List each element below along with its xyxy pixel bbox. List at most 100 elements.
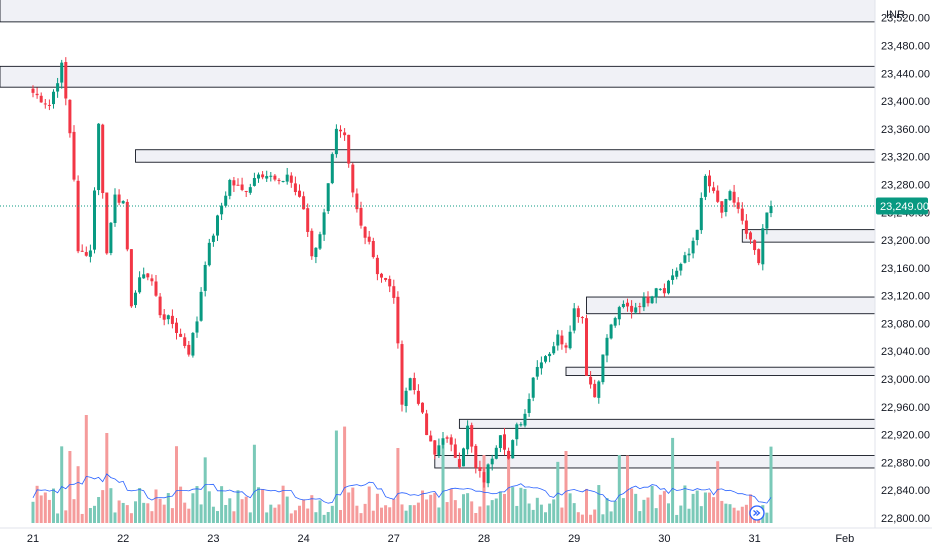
volume-bar [318,500,322,523]
price-tick-label: 23,400.00 [881,96,930,108]
volume-bar [76,466,80,523]
volume-bar [498,491,502,523]
price-tick-label: 23,120.00 [881,291,930,303]
candle-body [691,240,695,254]
candle-body [56,83,60,92]
volume-bar [503,493,506,523]
candle-body [749,232,752,240]
volume-bar [240,499,244,523]
volume-bar [47,499,51,523]
currency-label: INR [886,9,905,21]
candle-body [523,413,527,426]
volume-bar [60,446,64,523]
volume-bar [265,512,269,523]
zone-box [135,149,876,163]
candle-body [597,381,601,398]
volume-bar [416,502,420,523]
volume-bar [277,504,281,523]
candle-body [240,184,244,190]
volume-bar [523,488,527,523]
volume-bar [667,503,670,523]
volume-bar [88,508,92,523]
candle-body [306,208,310,232]
volume-bar [638,511,642,523]
volume-bar [568,493,572,523]
volume-bar [720,500,724,523]
candle-body [64,62,68,99]
volume-bar [252,444,256,523]
volume-bar [519,487,523,523]
last-price-badge [876,197,928,215]
candle-body [154,281,158,296]
candle-body [277,179,281,181]
volume-bar [564,451,568,523]
scroll-to-realtime-button[interactable] [749,505,765,521]
candle-body [314,247,318,258]
volume-bar [515,505,519,523]
volume-bar [195,486,199,523]
candle-body [129,249,133,307]
candle-body [334,128,338,155]
candle-body [761,228,765,265]
candle-body [412,377,416,391]
candle-body [535,366,539,377]
candle-body [675,270,679,277]
volume-bar [744,504,748,523]
volume-bar [334,430,338,523]
candle-body [121,201,125,204]
volume-bar [216,511,219,523]
candle-body [52,91,55,105]
volume-bar [613,500,617,523]
candle-body [375,257,379,275]
candle-body [101,124,105,194]
last-price-label: 23,249.00 [880,201,929,213]
candle-body [363,226,367,238]
volume-bar [232,511,236,523]
candle-body [232,180,236,186]
candle-body [671,275,675,280]
volume-bar [576,512,580,523]
volume-bar [658,494,662,523]
double-chevron-icon [753,510,761,516]
candle-body [248,187,252,193]
price-tick-label: 22,880.00 [881,457,930,469]
volume-bar [433,492,437,523]
candle-body [109,222,113,254]
candle-body [47,104,51,106]
volume-bar [52,488,55,523]
volume-bar [257,487,260,523]
volume-bar [695,490,699,523]
candle-body [170,315,174,324]
volume-bar [170,508,174,523]
volume-bar [211,506,215,523]
volume-bar [84,415,88,523]
volume-bar [35,485,39,523]
volume-bar [142,502,146,523]
candle-body [285,174,289,182]
price-tick-label: 22,960.00 [881,402,930,414]
volume-bar [740,506,744,523]
volume-bar [134,501,137,523]
volume-bar [691,493,695,523]
time-tick-label: 28 [478,533,490,545]
candle-body [187,344,191,355]
volume-bar [749,494,752,523]
volume-bar [626,455,629,523]
volume-bar [400,504,404,523]
price-tick-label: 23,200.00 [881,235,930,247]
price-tick-label: 22,840.00 [881,485,930,497]
volume-bar [384,505,388,523]
volume-bar [708,492,711,523]
zone-box [586,296,876,315]
volume-bar [580,514,584,523]
volume-bar [429,494,433,523]
candle-body [380,273,383,278]
candle-body [199,291,203,321]
candle-body [203,264,207,291]
volume-bar [457,508,461,523]
volume-bar [556,461,560,523]
candle-body [302,196,306,210]
candle-body [347,134,351,164]
volume-bar [109,488,113,523]
candle-body [605,337,609,356]
